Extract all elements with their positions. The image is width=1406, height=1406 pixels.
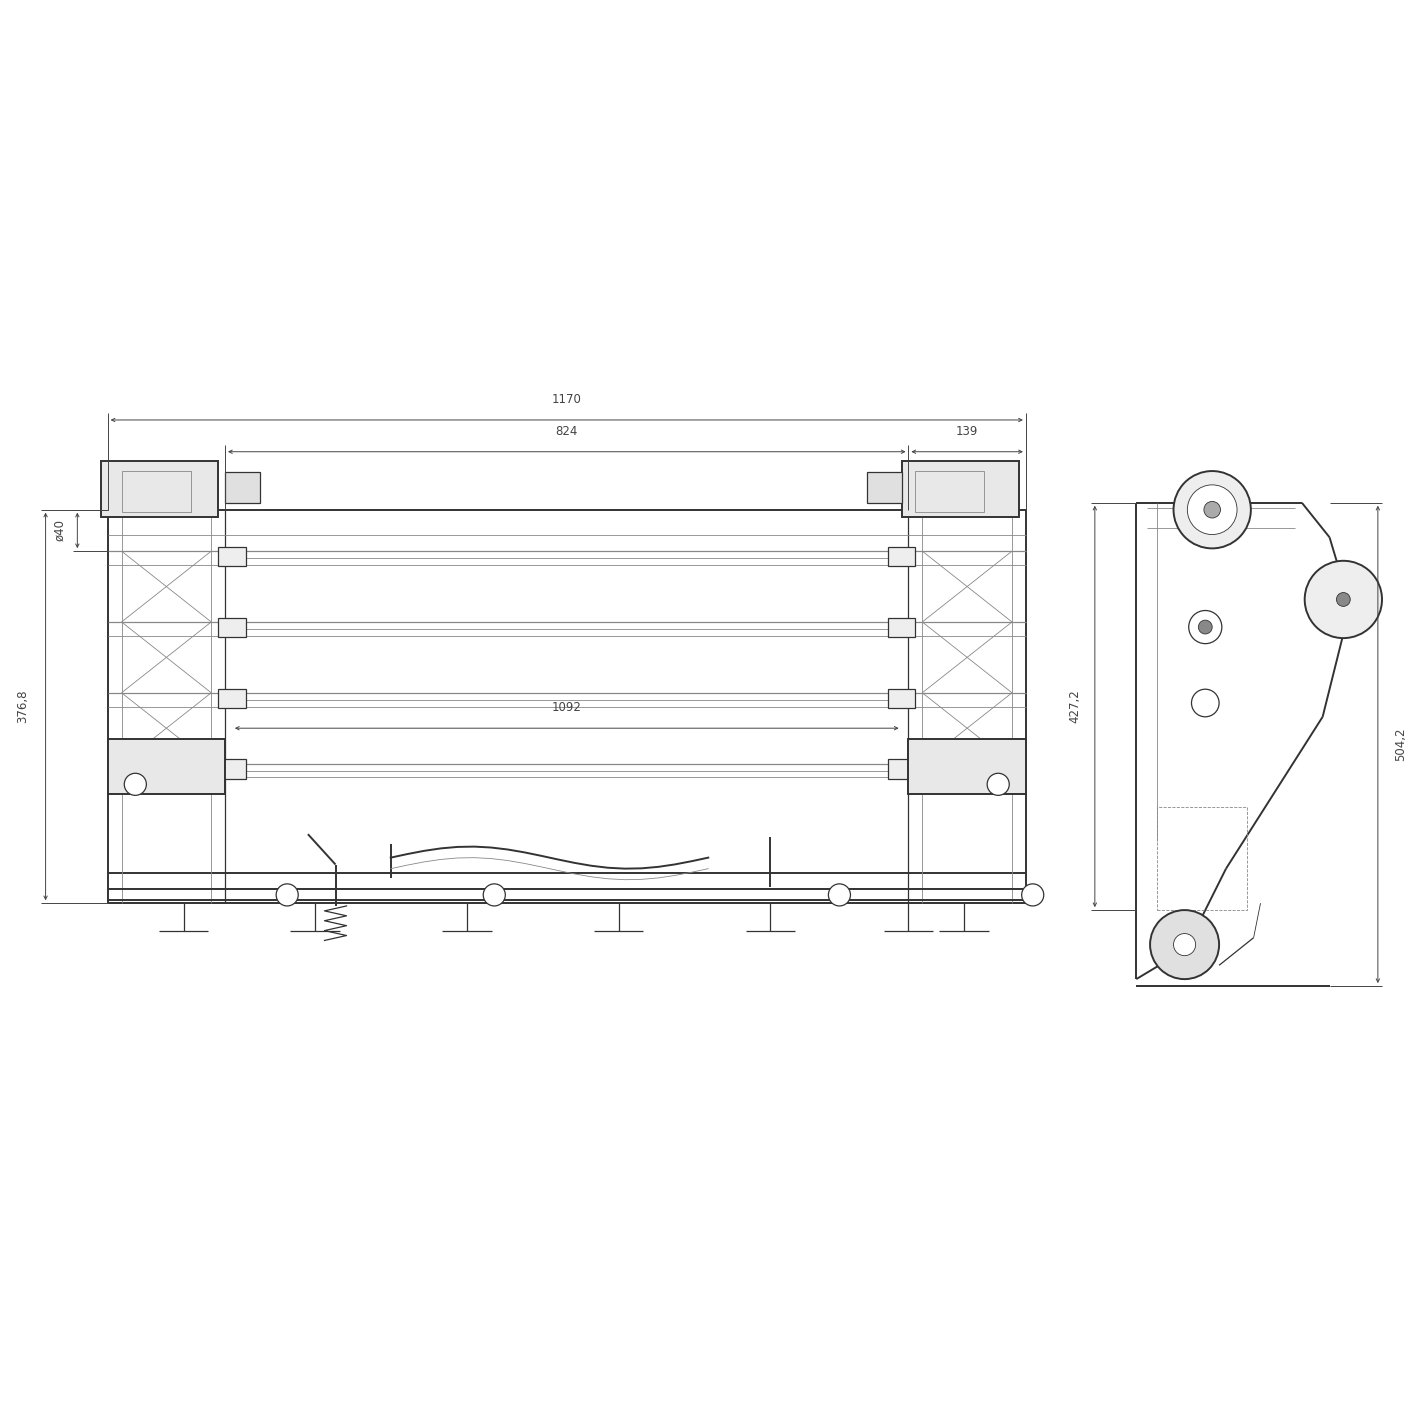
Circle shape: [276, 884, 298, 905]
Bar: [108, 738, 225, 794]
Circle shape: [124, 773, 146, 796]
Text: 139: 139: [956, 425, 979, 437]
Bar: [225, 472, 260, 503]
Bar: [887, 689, 915, 709]
Circle shape: [1022, 884, 1043, 905]
Bar: [101, 461, 218, 516]
Bar: [915, 471, 984, 512]
Circle shape: [1150, 910, 1219, 979]
Text: 427,2: 427,2: [1069, 689, 1081, 723]
Bar: [1157, 807, 1247, 910]
Text: 824: 824: [555, 425, 578, 437]
Bar: [887, 547, 915, 567]
Circle shape: [828, 884, 851, 905]
Bar: [887, 617, 915, 637]
Bar: [887, 759, 915, 779]
Bar: [901, 461, 1019, 516]
Bar: [218, 547, 246, 567]
Text: 1092: 1092: [551, 702, 582, 714]
Bar: [218, 617, 246, 637]
Bar: [908, 738, 1026, 794]
Circle shape: [484, 884, 505, 905]
Circle shape: [1187, 485, 1237, 534]
Bar: [218, 689, 246, 709]
Bar: [218, 759, 246, 779]
Circle shape: [1204, 502, 1220, 517]
Circle shape: [987, 773, 1010, 796]
Circle shape: [1188, 610, 1222, 644]
Text: 504,2: 504,2: [1395, 728, 1406, 761]
Text: 1170: 1170: [551, 394, 582, 406]
Circle shape: [1198, 620, 1212, 634]
Circle shape: [1174, 934, 1195, 956]
Circle shape: [1305, 561, 1382, 638]
Circle shape: [1174, 471, 1251, 548]
Circle shape: [1191, 689, 1219, 717]
Text: ø40: ø40: [53, 519, 66, 541]
Circle shape: [1337, 592, 1350, 606]
Text: 376,8: 376,8: [15, 690, 30, 723]
Bar: [121, 471, 191, 512]
Bar: [868, 472, 901, 503]
